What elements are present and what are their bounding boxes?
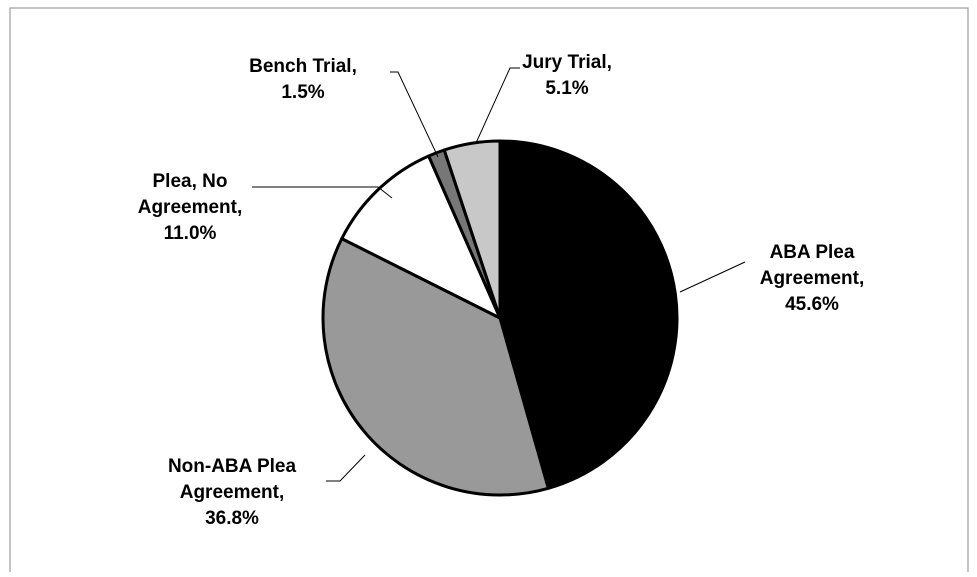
leader-line bbox=[390, 71, 439, 158]
label-line: Jury Trial, bbox=[522, 52, 612, 73]
pie-slice bbox=[321, 237, 550, 497]
leader-line bbox=[475, 67, 520, 144]
category-label: ABA Plea Agreement, bbox=[760, 242, 865, 289]
category-label: Jury Trial, bbox=[522, 52, 612, 73]
pie-slice bbox=[340, 154, 502, 320]
label-line: Bench Trial, bbox=[249, 56, 357, 77]
leader-line bbox=[252, 186, 393, 199]
value-label: 1.5% bbox=[281, 82, 324, 103]
pie-slice bbox=[442, 139, 502, 320]
label-line: ABA Plea bbox=[770, 242, 855, 263]
slice-label: ABA Plea Agreement, 45.6% bbox=[760, 242, 865, 315]
label-line: Agreement, bbox=[180, 482, 285, 503]
leader-line bbox=[679, 261, 746, 293]
label-line: Plea, No bbox=[153, 171, 228, 192]
category-label: Bench Trial, bbox=[249, 56, 357, 77]
value-label: 11.0% bbox=[164, 223, 217, 244]
slice-label: Jury Trial, 5.1% bbox=[522, 52, 612, 99]
slice-label: Plea, No Agreement, 11.0% bbox=[138, 171, 243, 244]
value-label: 5.1% bbox=[545, 78, 588, 99]
label-line: Agreement, bbox=[760, 268, 865, 289]
pie-slice bbox=[498, 139, 679, 490]
value-label: 36.8% bbox=[205, 508, 259, 529]
label-line: Non-ABA Plea bbox=[168, 456, 297, 477]
category-label: Plea, No Agreement, bbox=[138, 171, 243, 218]
slice-label: Non-ABA Plea Agreement, 36.8% bbox=[168, 456, 297, 529]
category-label: Non-ABA Plea Agreement, bbox=[168, 456, 297, 503]
value-label: 45.6% bbox=[785, 294, 839, 315]
label-line: Agreement, bbox=[138, 197, 243, 218]
slice-label: Bench Trial, 1.5% bbox=[249, 56, 357, 103]
leader-line bbox=[326, 454, 366, 482]
